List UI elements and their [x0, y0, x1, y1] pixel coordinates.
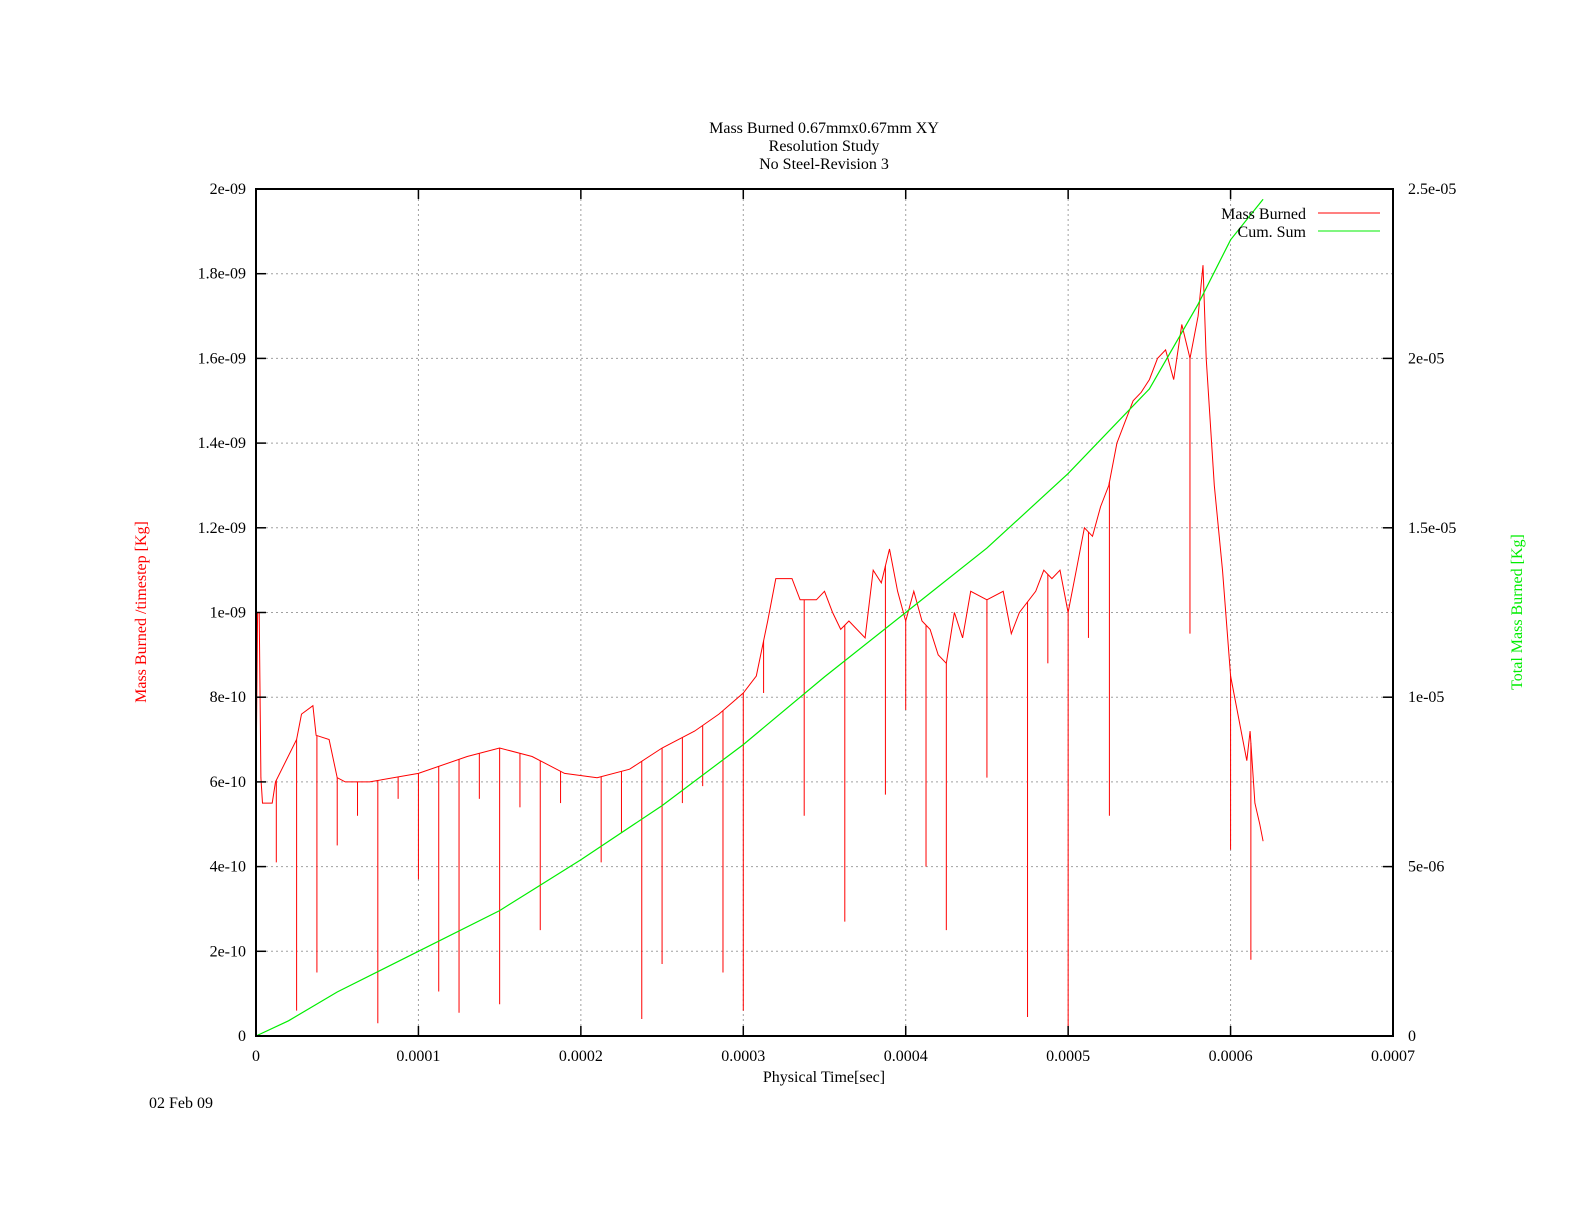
y-right-tick-label: 2.5e-05: [1408, 181, 1456, 198]
x-tick-label: 0.0006: [1209, 1048, 1253, 1065]
chart-title-line-1: Mass Burned 0.67mmx0.67mm XY: [709, 120, 939, 137]
series-line-cum-sum: [255, 198, 1264, 1037]
y-left-tick-label: 1e-09: [210, 605, 246, 622]
legend-label-cum-sum: Cum. Sum: [1238, 224, 1307, 241]
chart-title-line-2: Resolution Study: [769, 138, 880, 155]
x-tick-label: 0.0005: [1046, 1048, 1090, 1065]
x-tick-label: 0.0004: [884, 1048, 928, 1065]
x-tick-label: 0.0002: [559, 1048, 603, 1065]
date-stamp: 02 Feb 09: [149, 1095, 213, 1112]
series-line-mass-burned: [255, 265, 1264, 842]
axis-ticks: [255, 188, 1394, 1037]
y-left-tick-label: 0: [238, 1028, 246, 1045]
y-right-tick-label: 0: [1408, 1028, 1416, 1045]
y-right-tick-label: 5e-06: [1408, 859, 1444, 876]
legend-label-mass-burned: Mass Burned: [1221, 206, 1306, 223]
chart-title-line-3: No Steel-Revision 3: [759, 156, 889, 173]
y-left-tick-label: 2e-09: [210, 181, 246, 198]
y-right-tick-label: 2e-05: [1408, 350, 1444, 367]
y-right-tick-label: 1.5e-05: [1408, 520, 1456, 537]
y-left-tick-label: 1.4e-09: [198, 435, 246, 452]
x-tick-label: 0.0003: [721, 1048, 765, 1065]
y-left-tick-label: 1.6e-09: [198, 350, 246, 367]
x-tick-label: 0.0007: [1371, 1048, 1415, 1065]
y-left-tick-label: 1.8e-09: [198, 266, 246, 283]
y-left-tick-label: 1.2e-09: [198, 520, 246, 537]
x-tick-label: 0: [252, 1048, 260, 1065]
x-tick-label: 0.0001: [396, 1048, 440, 1065]
y-left-tick-label: 8e-10: [210, 689, 246, 706]
y-axis-label-right: Total Mass Burned [Kg]: [1509, 534, 1526, 690]
y-left-tick-label: 2e-10: [210, 943, 246, 960]
legend: Mass Burned Cum. Sum: [1221, 206, 1380, 241]
x-axis-label: Physical Time[sec]: [763, 1069, 885, 1086]
y-right-tick-label: 1e-05: [1408, 689, 1444, 706]
y-left-tick-label: 6e-10: [210, 774, 246, 791]
y-axis-label-left: Mass Burned /timestep [Kg]: [133, 521, 150, 703]
axis-tick-labels: 0 0.0001 0.0002 0.0003 0.0004 0.0005 0.0006 0.0…: [198, 181, 1457, 1065]
grid-lines: [256, 189, 1393, 1036]
plot-series: [255, 198, 1264, 1037]
y-left-tick-label: 4e-10: [210, 859, 246, 876]
